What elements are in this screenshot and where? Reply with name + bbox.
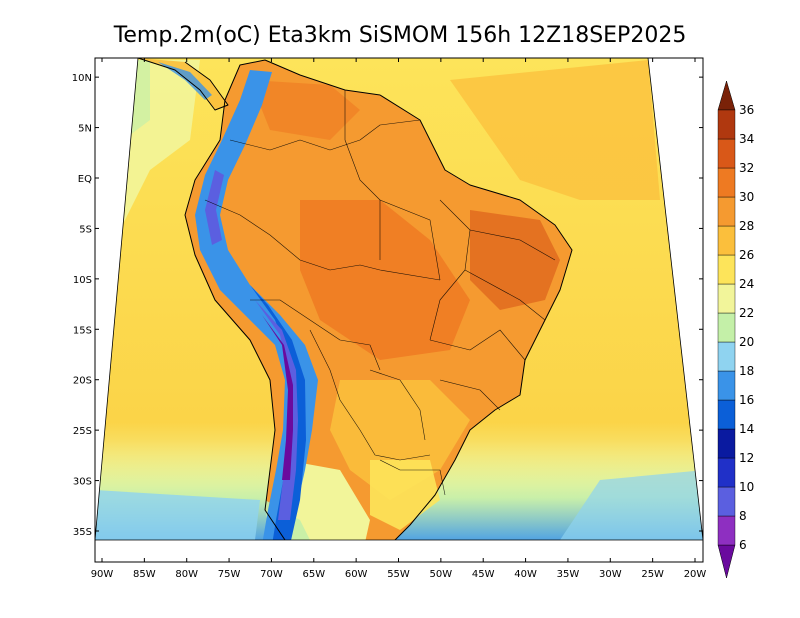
lat-tick-label: 25S xyxy=(73,426,92,437)
lon-tick-label: 85W xyxy=(133,569,156,580)
latitude-axis: 10N 5N EQ 5S 10S 15S 20S 25S 30S 35S xyxy=(72,73,703,538)
lon-tick-label: 45W xyxy=(472,569,495,580)
coastline xyxy=(184,59,573,540)
colorbar-label: 36 xyxy=(739,103,754,117)
lon-tick-label: 60W xyxy=(345,569,368,580)
colorbar-swatch xyxy=(717,515,736,546)
colorbar-label: 32 xyxy=(739,161,754,175)
colorbar-swatch xyxy=(717,399,736,430)
lat-tick-label: EQ xyxy=(78,174,92,185)
lon-tick-label: 20W xyxy=(684,569,707,580)
colorbar-label: 30 xyxy=(739,190,754,204)
colorbar-label: 14 xyxy=(739,422,754,436)
lon-tick-label: 90W xyxy=(91,569,114,580)
colorbar-label: 28 xyxy=(739,219,754,233)
lon-tick-label: 30W xyxy=(599,569,622,580)
colorbar-swatch xyxy=(717,254,736,285)
lon-tick-label: 35W xyxy=(557,569,580,580)
colorbar-label: 8 xyxy=(739,509,747,523)
colorbar-label: 10 xyxy=(739,480,754,494)
colorbar-swatch xyxy=(717,196,736,227)
colorbar-label: 20 xyxy=(739,335,754,349)
lon-tick-label: 25W xyxy=(641,569,664,580)
colorbar-top-arrow xyxy=(717,80,736,111)
lon-tick-label: 65W xyxy=(302,569,325,580)
lon-tick-label: 55W xyxy=(387,569,410,580)
colorbar-swatch xyxy=(717,312,736,343)
lat-tick-label: 10S xyxy=(73,275,92,286)
lon-tick-label: 70W xyxy=(260,569,283,580)
colorbar-label: 18 xyxy=(739,364,754,378)
lon-tick-label: 80W xyxy=(175,569,198,580)
colorbar-swatch xyxy=(717,225,736,256)
colorbar-label: 16 xyxy=(739,393,754,407)
country-borders xyxy=(204,90,556,496)
colorbar-bottom-arrow xyxy=(717,544,736,579)
colorbar-swatch xyxy=(717,370,736,401)
lat-tick-label: 5N xyxy=(78,124,92,135)
colorbar-swatch xyxy=(717,283,736,314)
colorbar-swatch xyxy=(717,457,736,488)
colorbar-label: 22 xyxy=(739,306,754,320)
colorbar-label: 6 xyxy=(739,538,747,552)
colorbar-label: 34 xyxy=(739,132,754,146)
lon-tick-label: 50W xyxy=(430,569,453,580)
temperature-field xyxy=(95,58,703,540)
lat-tick-label: 20S xyxy=(73,376,92,387)
colorbar-swatch xyxy=(717,428,736,459)
lat-tick-label: 35S xyxy=(73,527,92,538)
map-title: Temp.2m(oC) Eta3km SiSMOM 156h 12Z18SEP2… xyxy=(113,23,687,48)
colorbar-label: 12 xyxy=(739,451,754,465)
colorbar-swatch xyxy=(717,486,736,517)
colorbar-swatch xyxy=(717,167,736,198)
colorbar-label: 26 xyxy=(739,248,754,262)
colorbar: 6 8 10 12 14 16 18 20 22 24 26 28 30 32 34 36 xyxy=(717,80,754,579)
lon-tick-label: 75W xyxy=(218,569,241,580)
lon-tick-label: 40W xyxy=(514,569,537,580)
colorbar-swatch xyxy=(717,109,736,140)
colorbar-swatch xyxy=(717,341,736,372)
colorbar-label: 24 xyxy=(739,277,754,291)
lat-tick-label: 15S xyxy=(73,325,92,336)
lat-tick-label: 30S xyxy=(73,477,92,488)
lat-tick-label: 5S xyxy=(79,224,92,235)
colorbar-swatch xyxy=(717,138,736,169)
lat-tick-label: 10N xyxy=(72,73,92,84)
longitude-axis: 90W 85W 80W 75W 70W 65W 60W 55W 50W 45W 40W 35W 30W 2… xyxy=(91,58,707,580)
